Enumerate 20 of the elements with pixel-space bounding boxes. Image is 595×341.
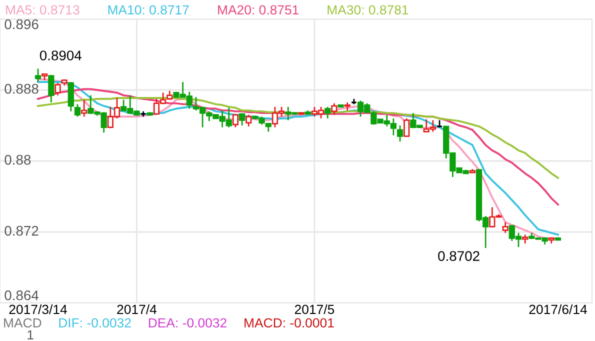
x-tick-label: 2017/4 <box>117 304 157 314</box>
annotation: 0.8904 <box>40 50 82 60</box>
text: MA5: 0.8713 <box>6 5 80 15</box>
text: MA30: 0.8781 <box>328 5 408 15</box>
text: DIF: -0.0032 <box>59 318 131 328</box>
annotation: 0.8702 <box>438 251 480 261</box>
x-tick-label: 2017/5 <box>294 304 334 314</box>
y-tick-label: 0.872 <box>4 226 38 236</box>
y-tick-label: 0.864 <box>4 290 39 300</box>
text: MA10: 0.8717 <box>108 5 189 15</box>
y-tick-label: 0.88 <box>4 154 31 165</box>
text: MACD <box>4 318 42 328</box>
y-tick-label: 0.896 <box>4 19 38 30</box>
text: 1 <box>28 330 34 340</box>
x-tick-label: 2017/6/14 <box>529 304 587 314</box>
text: MA20: 0.8751 <box>218 5 299 15</box>
y-tick-label: 0.888 <box>4 84 38 94</box>
x-tick-label: 2017/3/14 <box>9 304 67 314</box>
text: DEA: -0.0032 <box>148 318 226 328</box>
text: MACD: -0.0001 <box>244 318 334 328</box>
